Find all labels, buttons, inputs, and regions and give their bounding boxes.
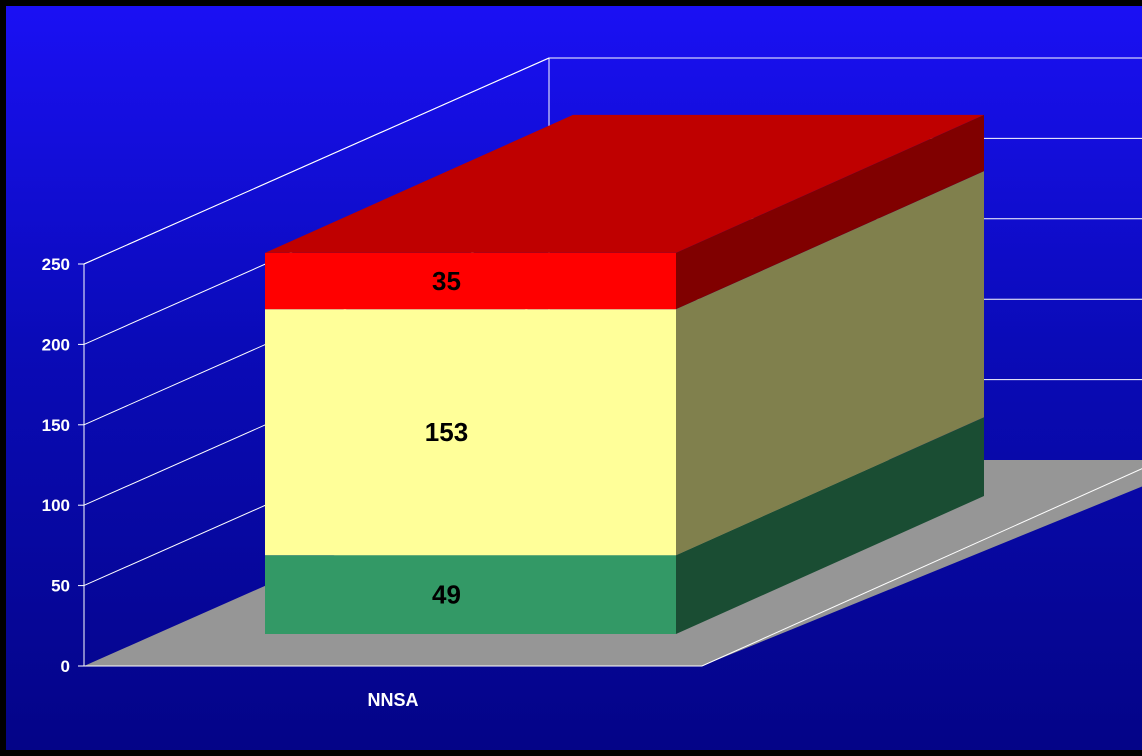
data-labels: 49 153 35	[425, 266, 468, 610]
y-tick-label: 150	[42, 416, 70, 435]
bar-segment-top	[265, 114, 984, 253]
bar-segment-side	[676, 114, 984, 310]
bar-segment-front	[265, 555, 676, 634]
y-tick-label: 50	[51, 577, 70, 596]
bar-segment-side	[676, 171, 984, 556]
y-tick-label: 100	[42, 496, 70, 515]
data-label: 153	[425, 417, 468, 447]
bar-stack	[265, 114, 984, 634]
y-axis: 0 50 100 150 200 250 NNSA	[42, 255, 1142, 710]
bar-segment-front	[265, 252, 676, 310]
floor-right-edge	[701, 468, 1142, 667]
data-label: 35	[432, 266, 461, 296]
gridline-side	[83, 57, 550, 265]
y-tick-label: 0	[61, 657, 70, 676]
stacked-3d-bar-chart: 0 50 100 150 200 250 NNSA 49 153 35	[42, 57, 1142, 710]
x-category-label: NNSA	[367, 690, 418, 710]
y-tick-label: 200	[42, 335, 70, 354]
bar-segment-side	[676, 417, 984, 634]
bar-segment-front	[265, 309, 676, 556]
y-tick-label: 250	[42, 255, 70, 274]
data-label: 49	[432, 580, 461, 610]
